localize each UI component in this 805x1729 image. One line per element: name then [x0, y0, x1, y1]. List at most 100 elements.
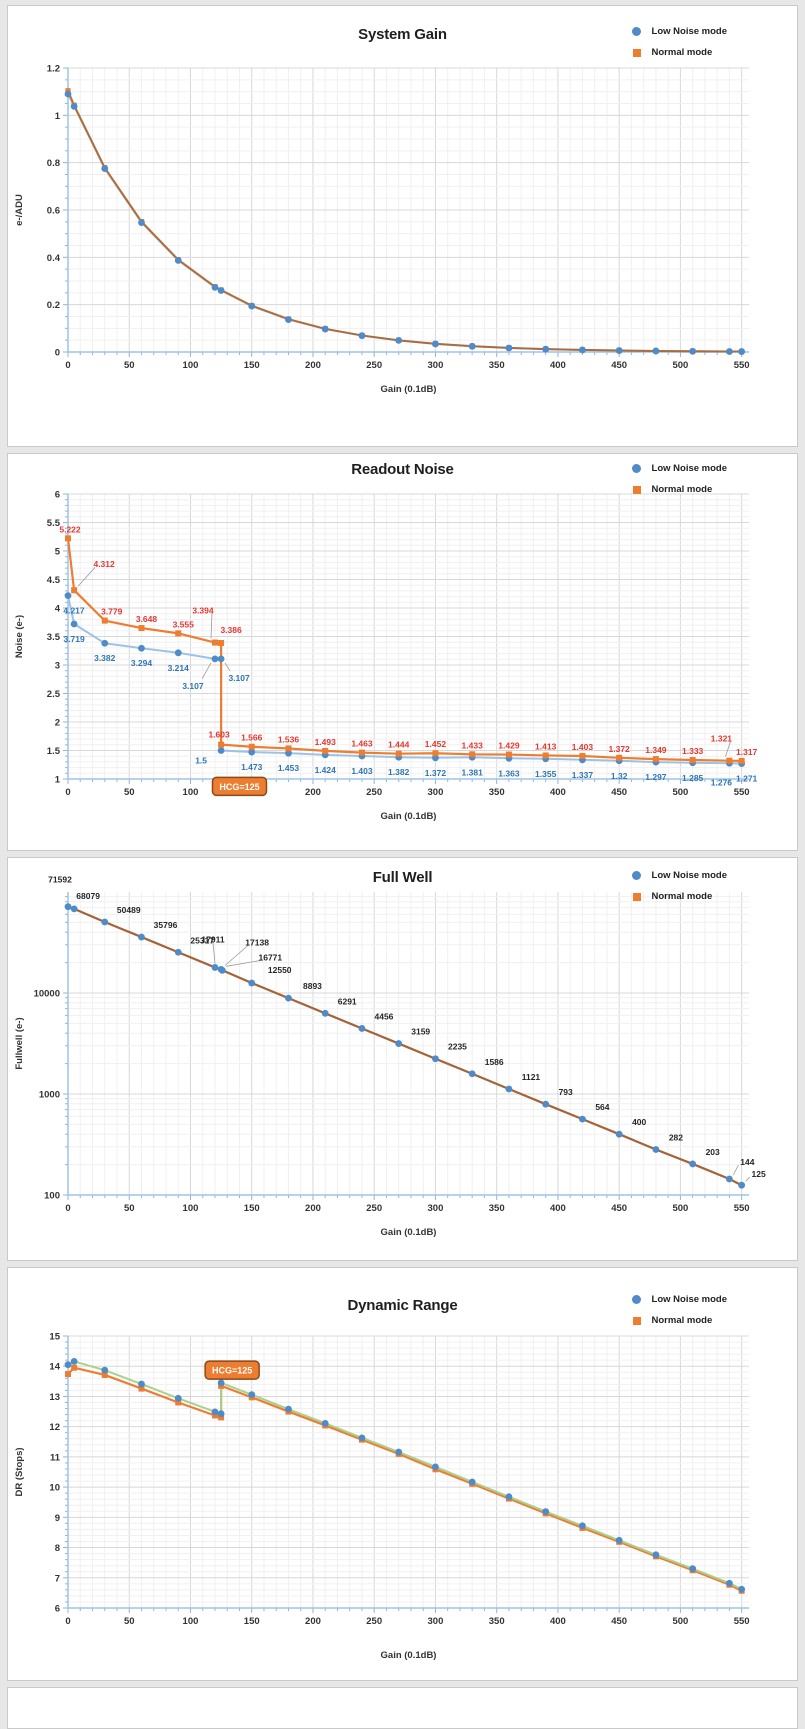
- svg-text:144: 144: [740, 1157, 754, 1167]
- svg-text:1.276: 1.276: [711, 777, 733, 787]
- svg-text:9: 9: [55, 1513, 60, 1524]
- svg-text:282: 282: [669, 1133, 683, 1143]
- svg-text:250: 250: [366, 1616, 382, 1627]
- dynamic-range-plot: 0 50 100 150 200 250 300 350 400 450 500 550 6 7 8 9 10 1…: [14, 1332, 750, 1662]
- full-well-title: Full Well: [372, 869, 433, 886]
- svg-text:4: 4: [55, 604, 61, 615]
- svg-text:25317: 25317: [190, 935, 214, 945]
- svg-text:100: 100: [183, 1203, 199, 1214]
- svg-text:HCG=125: HCG=125: [219, 782, 259, 792]
- legend-circle-marker-icon: [631, 1295, 641, 1304]
- svg-text:3.555: 3.555: [173, 619, 195, 629]
- svg-text:11: 11: [50, 1452, 61, 1463]
- svg-text:e-/ADU: e-/ADU: [14, 194, 25, 226]
- svg-text:1.463: 1.463: [351, 739, 373, 749]
- svg-text:0.6: 0.6: [47, 206, 60, 217]
- svg-text:17138: 17138: [245, 937, 269, 947]
- system-gain-plot: 0 50 100 150 200 250 300 350 400 450 500 550 0 0.2 0.4…: [14, 64, 750, 396]
- svg-text:300: 300: [428, 787, 444, 798]
- svg-text:DR (Stops): DR (Stops): [14, 1447, 25, 1496]
- legend-label-normal: Normal mode: [651, 47, 713, 58]
- legend-label-normal: Normal mode: [651, 1315, 713, 1326]
- svg-text:1.363: 1.363: [498, 768, 520, 778]
- svg-text:10: 10: [49, 1483, 60, 1494]
- svg-text:Fullwell (e-): Fullwell (e-): [14, 1017, 25, 1069]
- readout-noise-chart-panel: Readout Noise Low Noise mode Normal mode…: [7, 453, 798, 851]
- legend-item-normal: Normal mode: [632, 484, 727, 495]
- svg-text:350: 350: [489, 787, 505, 798]
- svg-text:550: 550: [734, 1616, 750, 1627]
- svg-text:17911: 17911: [201, 934, 224, 944]
- legend-label-normal: Normal mode: [651, 484, 713, 495]
- legend-circle-marker-icon: [631, 27, 641, 36]
- readout-noise-plot: 05010015020025030035040045050055011.522.…: [14, 490, 758, 823]
- legend-item-normal: Normal mode: [632, 1315, 727, 1326]
- svg-text:1.382: 1.382: [388, 767, 410, 777]
- svg-text:1.349: 1.349: [645, 745, 667, 755]
- full-well-legend: Low Noise mode Normal mode: [631, 870, 727, 902]
- svg-text:Gain (0.1dB): Gain (0.1dB): [381, 1227, 437, 1238]
- svg-text:0: 0: [55, 348, 60, 359]
- svg-text:1.429: 1.429: [498, 741, 520, 751]
- svg-text:0.2: 0.2: [47, 300, 60, 311]
- svg-text:3.107: 3.107: [182, 681, 204, 691]
- svg-text:5.222: 5.222: [59, 524, 81, 534]
- svg-text:0: 0: [65, 787, 70, 798]
- svg-text:1000: 1000: [39, 1090, 60, 1101]
- svg-text:1.372: 1.372: [425, 768, 447, 778]
- svg-text:3: 3: [55, 661, 60, 672]
- svg-text:0: 0: [65, 1616, 70, 1627]
- svg-text:550: 550: [734, 1203, 750, 1214]
- legend-label-low-noise: Low Noise mode: [651, 463, 727, 474]
- svg-text:1.32: 1.32: [611, 771, 628, 781]
- svg-text:1.493: 1.493: [315, 737, 337, 747]
- legend-item-normal: Normal mode: [632, 891, 727, 902]
- svg-text:1.444: 1.444: [388, 740, 410, 750]
- svg-text:12: 12: [49, 1422, 60, 1433]
- svg-text:1.5: 1.5: [47, 746, 61, 757]
- svg-text:350: 350: [489, 360, 505, 371]
- svg-text:300: 300: [428, 1616, 444, 1627]
- svg-text:4456: 4456: [374, 1011, 393, 1021]
- svg-text:3.214: 3.214: [168, 663, 190, 673]
- svg-text:3.719: 3.719: [63, 634, 85, 644]
- svg-text:1.403: 1.403: [351, 766, 373, 776]
- system-gain-legend: Low Noise mode Normal mode: [631, 26, 727, 58]
- svg-text:1.333: 1.333: [682, 746, 704, 756]
- svg-text:150: 150: [244, 1616, 260, 1627]
- svg-text:13: 13: [49, 1392, 60, 1403]
- svg-text:6291: 6291: [338, 996, 357, 1006]
- legend-square-marker-icon: [632, 892, 641, 901]
- svg-text:250: 250: [366, 360, 382, 371]
- svg-text:1.381: 1.381: [462, 767, 484, 777]
- legend-item-low-noise: Low Noise mode: [631, 463, 727, 474]
- svg-text:6: 6: [55, 1604, 60, 1615]
- svg-text:1586: 1586: [485, 1057, 504, 1067]
- svg-text:100: 100: [183, 787, 199, 798]
- svg-text:0.8: 0.8: [47, 158, 60, 169]
- svg-text:500: 500: [672, 1203, 688, 1214]
- svg-text:500: 500: [672, 360, 688, 371]
- svg-text:5: 5: [55, 547, 61, 558]
- legend-item-low-noise: Low Noise mode: [631, 26, 727, 37]
- svg-text:100: 100: [44, 1191, 60, 1202]
- legend-square-marker-icon: [632, 48, 641, 57]
- svg-text:1.337: 1.337: [572, 770, 594, 780]
- svg-text:3.386: 3.386: [220, 625, 242, 635]
- svg-text:350: 350: [489, 1203, 505, 1214]
- svg-text:7: 7: [55, 1573, 60, 1584]
- svg-text:300: 300: [428, 1203, 444, 1214]
- readout-noise-title: Readout Noise: [351, 461, 454, 478]
- svg-text:1: 1: [55, 111, 61, 122]
- svg-text:1.271: 1.271: [736, 774, 758, 784]
- svg-text:3.394: 3.394: [192, 606, 214, 616]
- svg-text:500: 500: [672, 787, 688, 798]
- readout-noise-legend: Low Noise mode Normal mode: [631, 463, 727, 495]
- svg-text:3159: 3159: [411, 1027, 430, 1037]
- svg-text:150: 150: [244, 1203, 260, 1214]
- svg-text:50489: 50489: [117, 905, 141, 915]
- svg-text:8893: 8893: [303, 981, 322, 991]
- svg-text:200: 200: [305, 360, 321, 371]
- next-panel-sliver: [7, 1687, 798, 1729]
- svg-text:50: 50: [124, 787, 135, 798]
